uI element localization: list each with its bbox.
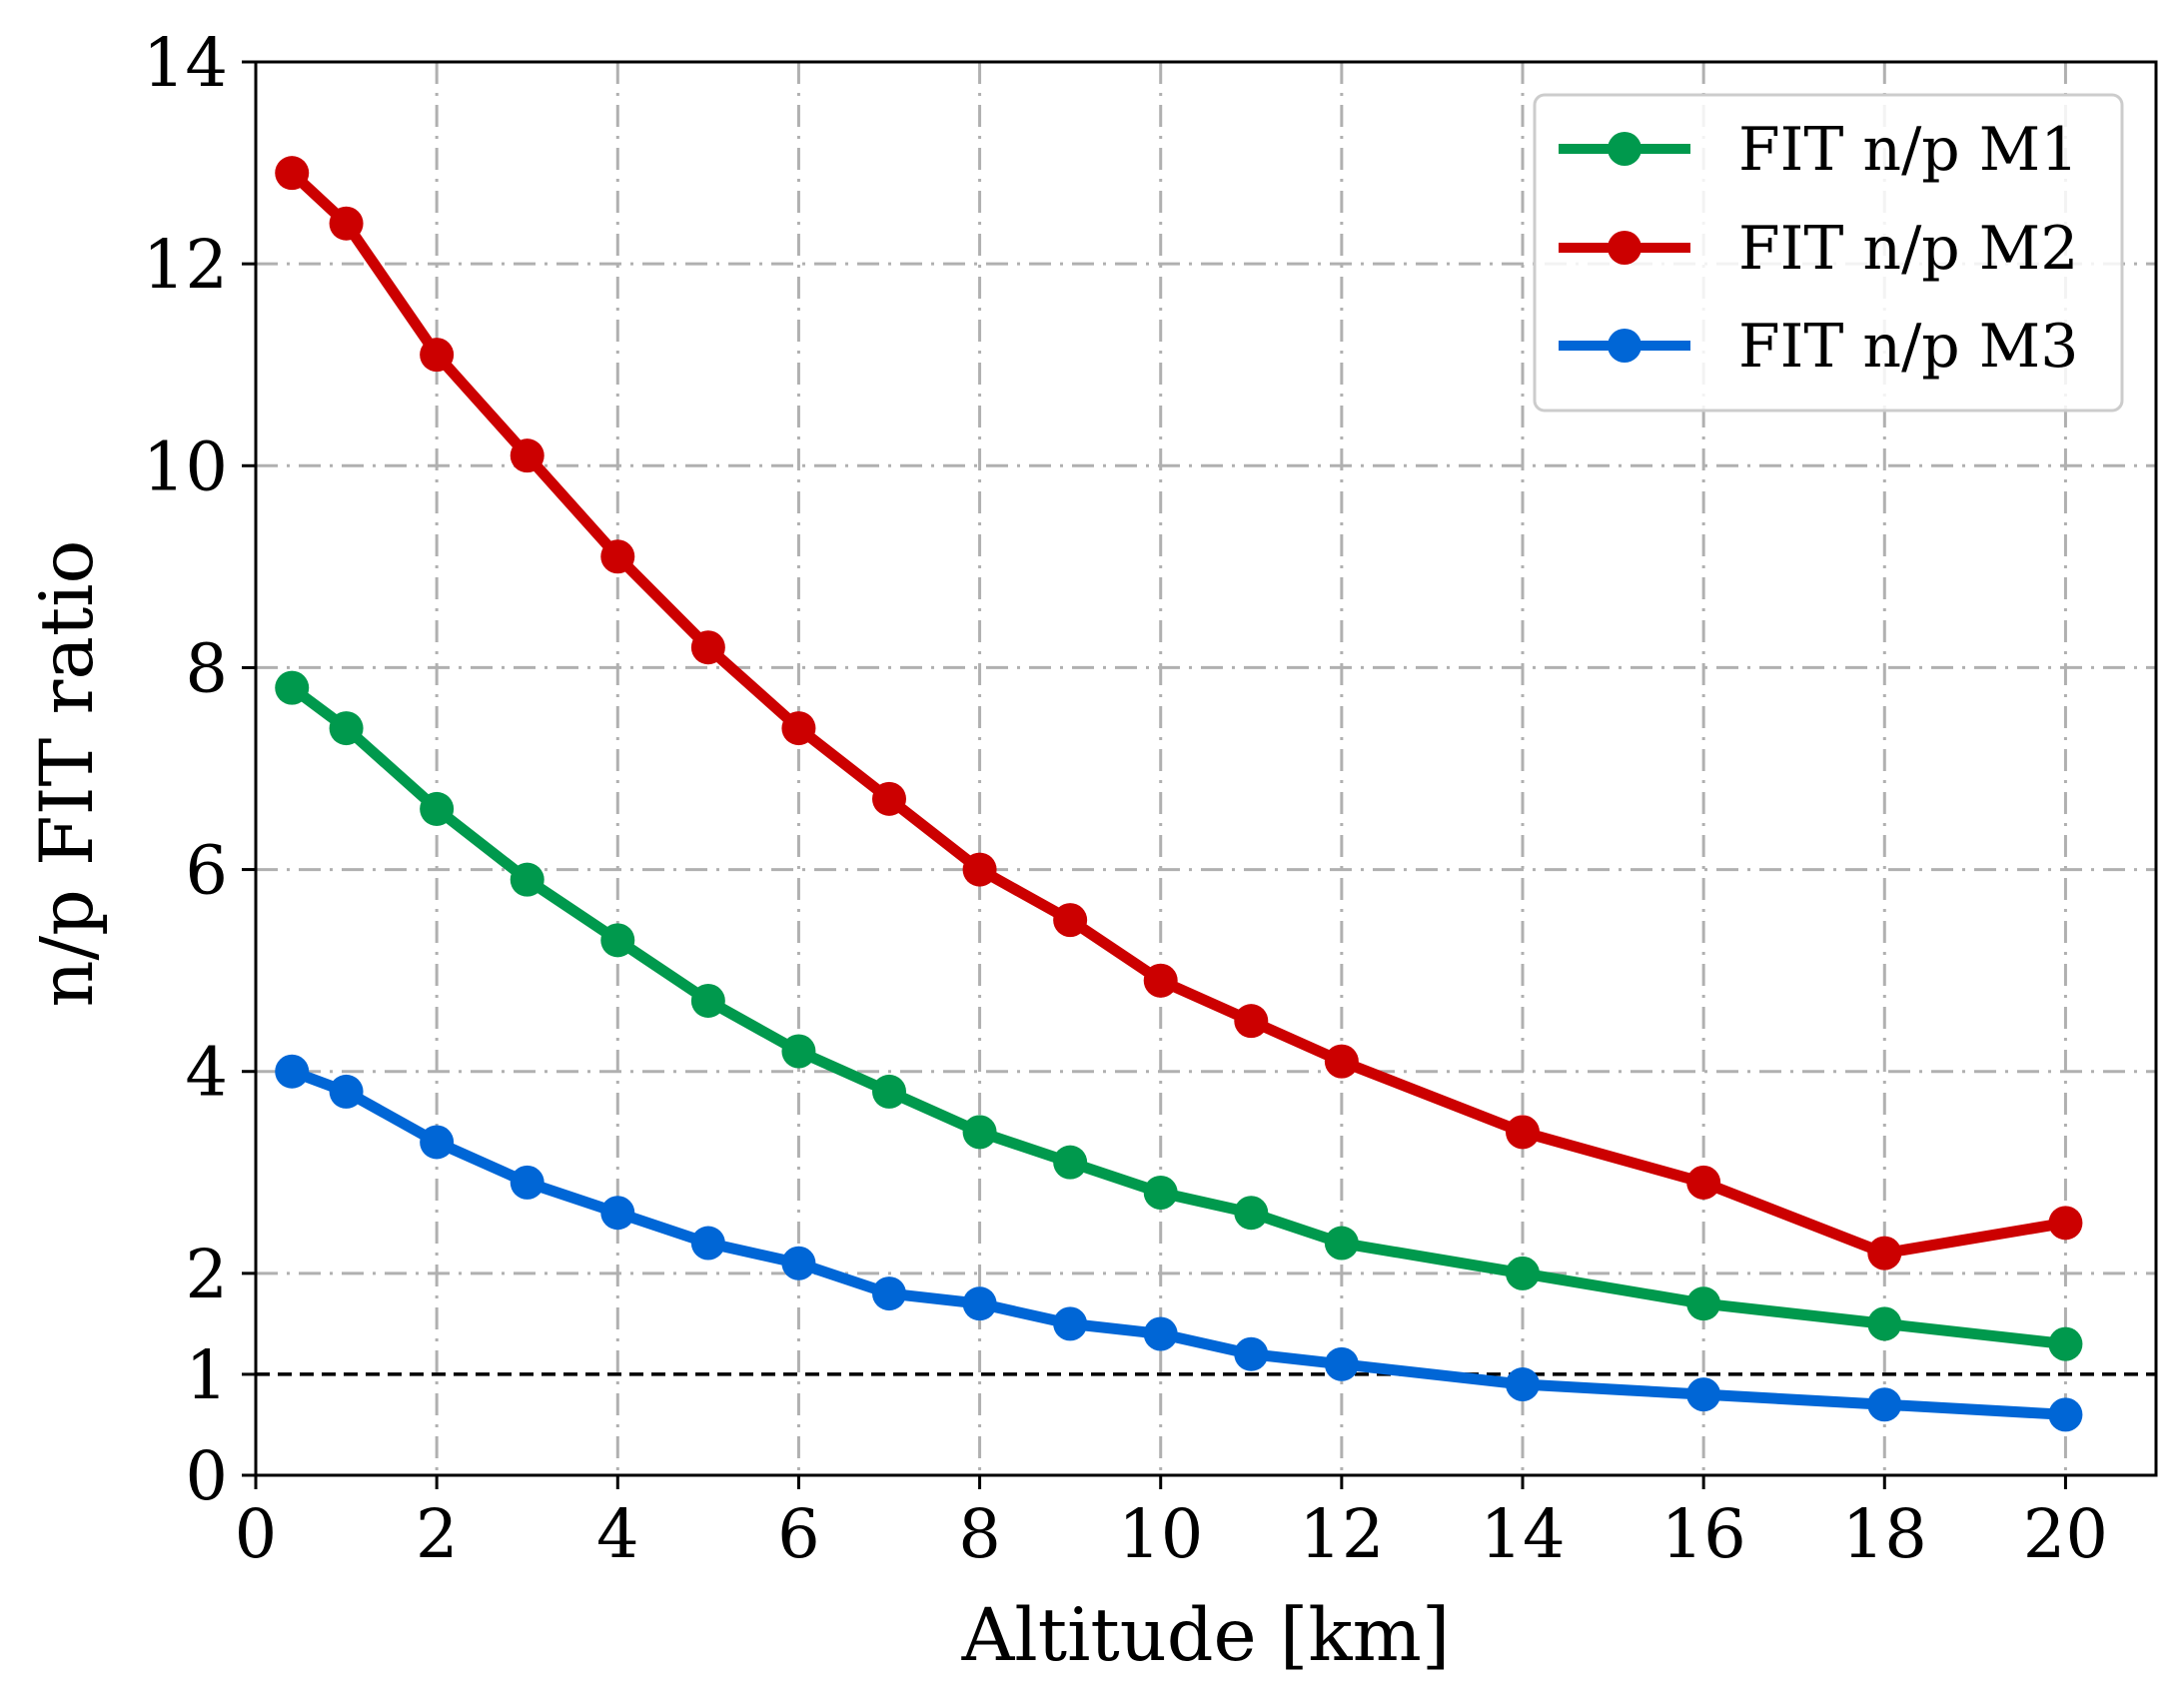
y-tick-label: 12 [143,226,228,304]
legend-marker-m2 [1608,231,1641,265]
data-point [1867,1387,1902,1422]
data-point [420,791,455,826]
data-point [962,1115,997,1150]
data-point [1234,1336,1269,1371]
x-tick-label: 8 [958,1495,1001,1573]
data-point [962,1286,997,1321]
data-point [1506,1256,1540,1290]
legend-label-m3: FIT n/p M3 [1738,312,2078,382]
data-point [600,1196,635,1231]
y-tick-label: 2 [185,1236,228,1313]
x-axis-label: Altitude [km] [961,1593,1451,1678]
data-point [275,670,310,705]
data-point [962,852,997,887]
legend-box [1533,93,2124,413]
x-tick-label: 14 [1480,1495,1565,1573]
data-point [690,630,725,665]
series-group [275,156,2083,1432]
data-point [1686,1286,1721,1321]
x-tick-label: 20 [2023,1495,2108,1573]
legend-marker-m1 [1608,132,1641,166]
x-tick-label: 4 [596,1495,639,1573]
data-point [1686,1165,1721,1200]
series-line [286,682,2071,1350]
data-point [690,1226,725,1261]
x-tick-label: 18 [1842,1495,1927,1573]
plot-frame [254,60,2158,1477]
data-point [420,338,455,373]
series-3 [275,1054,2083,1432]
data-point [1324,1226,1359,1261]
data-point [781,1034,816,1069]
data-point [1053,1306,1088,1341]
y-tick-label: 0 [185,1437,228,1515]
data-point [781,711,816,746]
data-point [510,438,545,473]
data-point [1324,1044,1359,1079]
data-point [872,781,906,816]
legend-marker-m3 [1608,329,1641,363]
data-point [329,206,364,241]
data-point [2048,1206,2083,1241]
data-point [690,983,725,1018]
y-tick-label: 8 [185,629,228,707]
legend-label-m2: FIT n/p M2 [1738,214,2078,284]
data-point [872,1276,906,1311]
data-point [329,1074,364,1109]
x-tick-label: 6 [777,1495,820,1573]
x-tick-label: 2 [416,1495,459,1573]
y-tick-label: 4 [185,1034,228,1112]
data-point [600,539,635,574]
series-1 [275,670,2083,1361]
data-point [275,1054,310,1089]
data-point [1053,1145,1088,1180]
data-point [2048,1397,2083,1432]
data-point [1234,1196,1269,1231]
legend-label-m1: FIT n/p M1 [1738,115,2078,185]
data-point [1506,1367,1540,1402]
data-point [1143,963,1178,998]
data-point [275,156,310,191]
y-tick-label: 14 [143,24,228,102]
data-point [1143,1176,1178,1210]
data-point [329,711,364,746]
y-tick-label: 1 [185,1336,228,1414]
x-tick-label: 16 [1661,1495,1746,1573]
x-tick-label: 12 [1299,1495,1384,1573]
data-point [510,862,545,897]
data-point [1324,1346,1359,1381]
data-point [1234,1004,1269,1039]
data-point [1143,1316,1178,1351]
data-point [1053,903,1088,938]
grid [256,62,2156,1475]
data-point [2048,1326,2083,1361]
data-point [1686,1377,1721,1412]
y-tick-label: 10 [143,427,228,505]
data-point [510,1165,545,1200]
data-point [1867,1306,1902,1341]
x-tick-label: 0 [235,1495,278,1573]
data-point [600,923,635,958]
y-tick-label: 6 [185,832,228,910]
x-tick-label: 10 [1118,1495,1203,1573]
series-2 [275,156,2083,1270]
data-point [872,1074,906,1109]
legend: FIT n/p M1 FIT n/p M2 FIT n/p M3 [1533,93,2124,413]
y-axis-label: n/p FIT ratio [25,540,110,1008]
data-point [1506,1115,1540,1150]
data-point [420,1125,455,1160]
series-line [286,1066,2071,1420]
data-point [781,1246,816,1280]
data-point [1867,1236,1902,1270]
